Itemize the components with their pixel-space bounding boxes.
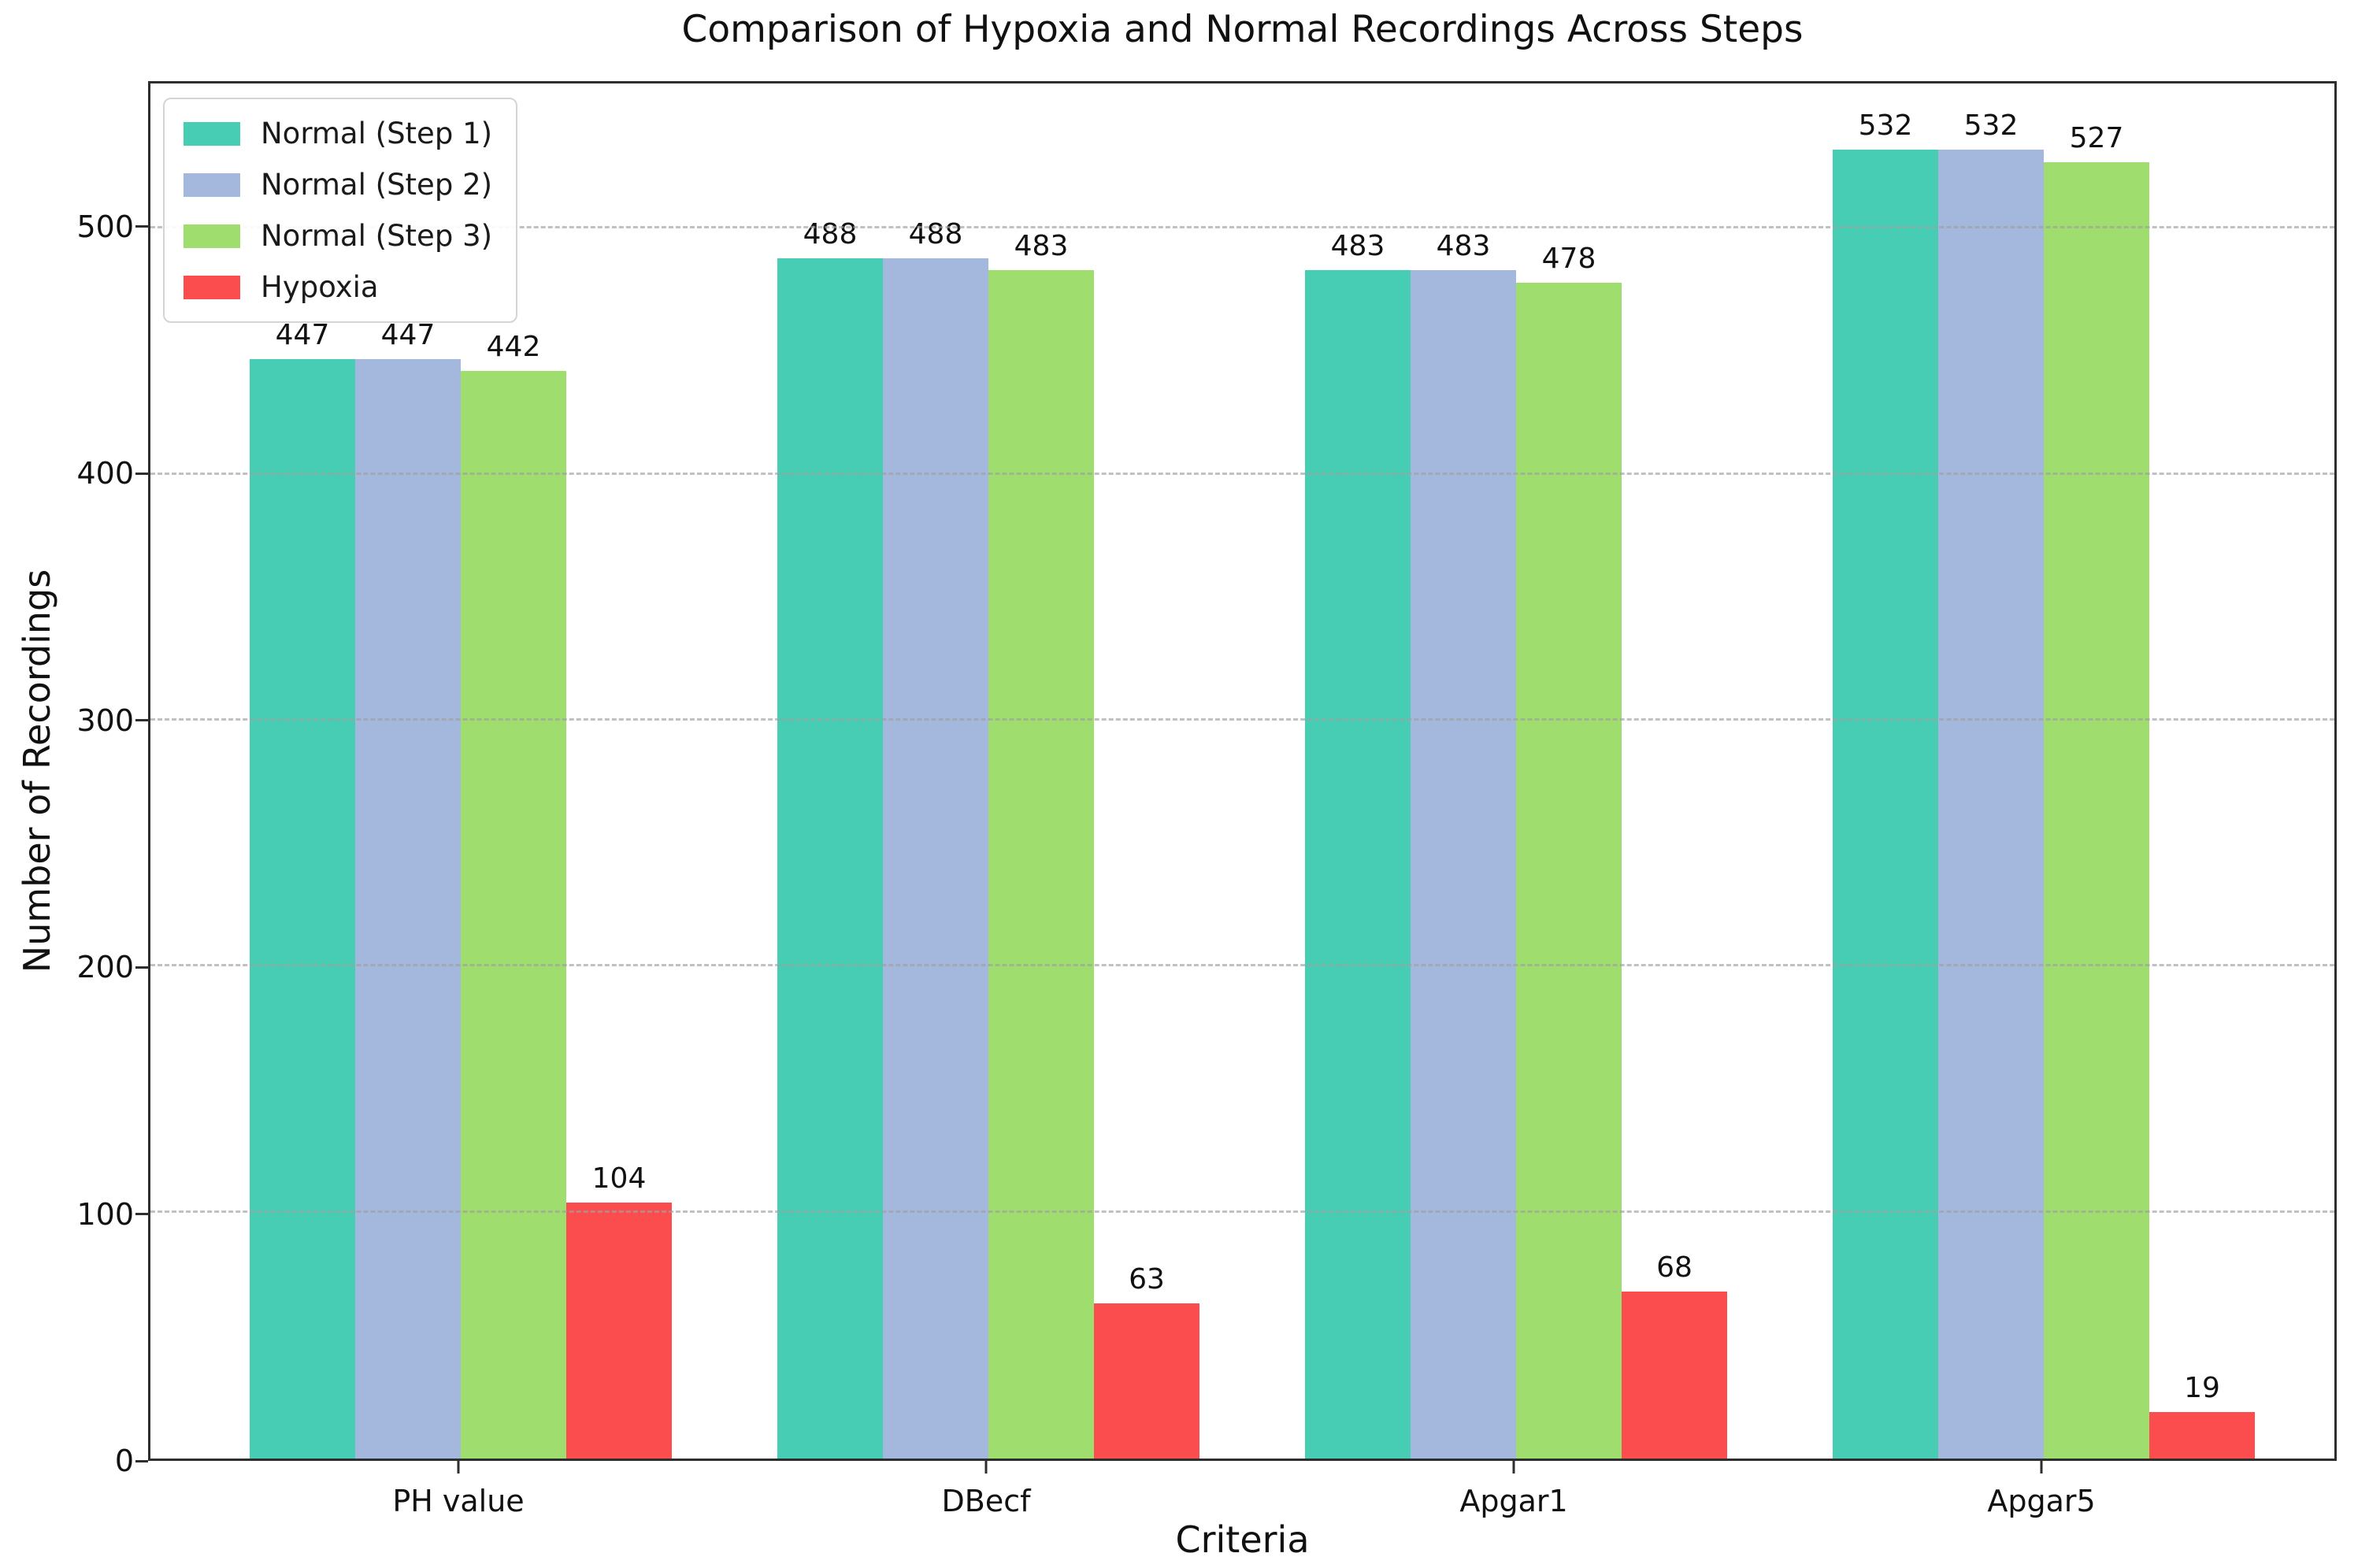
bar-normal-step-1-apgar5: 532: [1833, 109, 1938, 1459]
bar-group-dbecf: 488 488 483 63: [777, 83, 1199, 1459]
bar-normal-step-2-apgar1: 483: [1411, 230, 1516, 1459]
legend: Normal (Step 1) Normal (Step 2) Normal (St…: [163, 98, 518, 323]
bar-value-label: 532: [1858, 109, 1913, 143]
bar-value-label: 447: [380, 318, 436, 351]
legend-item-normal-step-1: Normal (Step 1): [184, 117, 492, 150]
legend-label: Normal (Step 3): [261, 219, 493, 253]
bar-value-label: 104: [591, 1162, 647, 1195]
x-tick-mark-apgar1: [1512, 1461, 1515, 1473]
x-tick-mark-apgar5: [2040, 1461, 2043, 1473]
bar-value-label: 19: [2184, 1371, 2220, 1404]
plot-area: 447 447 442 104 488 488 483 63 483 483 478 68 532 532…: [148, 81, 2337, 1461]
y-tick-label-200: 200: [76, 950, 134, 985]
legend-label: Hypoxia: [261, 270, 379, 304]
legend-item-normal-step-2: Normal (Step 2): [184, 168, 492, 202]
bar-normal-step-3-dbecf: 483: [988, 230, 1094, 1459]
bar-value-label: 478: [1541, 243, 1596, 275]
y-tick-mark-300: [135, 719, 148, 722]
bar-value-label: 483: [1330, 230, 1385, 263]
y-tick-mark-200: [135, 966, 148, 969]
x-tick-label-dbecf: DBecf: [941, 1484, 1031, 1518]
bar-value-label: 483: [1436, 230, 1491, 263]
x-tick-mark-dbecf: [984, 1461, 988, 1473]
bar-normal-step-3-ph-value: 442: [461, 331, 566, 1459]
bar-normal-step-1-ph-value: 447: [250, 319, 355, 1459]
chart-title: Comparison of Hypoxia and Normal Recordi…: [681, 8, 1804, 51]
bar-hypoxia-ph-value: 104: [566, 1162, 672, 1459]
x-tick-label-apgar5: Apgar5: [1987, 1484, 2096, 1518]
bar-hypoxia-apgar1: 68: [1622, 1251, 1727, 1459]
legend-label: Normal (Step 1): [261, 117, 493, 150]
bar-value-label: 532: [1963, 109, 2019, 143]
bar-normal-step-3-apgar5: 527: [2044, 122, 2149, 1459]
bar-value-label: 527: [2069, 121, 2124, 154]
bar-normal-step-1-dbecf: 488: [777, 218, 883, 1459]
legend-swatch-icon: [184, 121, 240, 146]
y-tick-mark-0: [135, 1459, 148, 1462]
bar-normal-step-2-apgar5: 532: [1938, 109, 2044, 1459]
y-tick-label-400: 400: [76, 456, 134, 491]
bar-hypoxia-dbecf: 63: [1094, 1263, 1199, 1459]
bar-normal-step-1-apgar1: 483: [1305, 230, 1411, 1459]
bar-value-label: 442: [486, 331, 541, 364]
bar-value-label: 483: [1014, 230, 1069, 263]
legend-item-normal-step-3: Normal (Step 3): [184, 219, 492, 253]
x-tick-label-apgar1: Apgar1: [1459, 1484, 1568, 1518]
legend-swatch-icon: [184, 224, 240, 248]
y-tick-label-300: 300: [76, 702, 134, 738]
y-tick-mark-100: [135, 1213, 148, 1216]
bar-value-label: 488: [803, 217, 858, 250]
x-axis-title: Criteria: [1175, 1518, 1310, 1561]
x-tick-label-ph-value: PH value: [392, 1484, 525, 1518]
bar-hypoxia-apgar5: 19: [2149, 1372, 2255, 1459]
legend-item-hypoxia: Hypoxia: [184, 270, 492, 304]
y-tick-label-0: 0: [114, 1444, 134, 1478]
y-axis-title: Number of Recordings: [16, 569, 58, 973]
bar-value-label: 68: [1656, 1251, 1692, 1284]
y-tick-label-100: 100: [76, 1196, 134, 1232]
y-tick-mark-500: [135, 225, 148, 228]
bar-group-ph-value: 447 447 442 104: [250, 83, 672, 1459]
bar-group-apgar1: 483 483 478 68: [1305, 83, 1727, 1459]
x-tick-mark-ph-value: [457, 1461, 460, 1473]
bar-normal-step-2-ph-value: 447: [355, 319, 461, 1459]
y-tick-mark-400: [135, 472, 148, 475]
legend-swatch-icon: [184, 275, 240, 299]
legend-label: Normal (Step 2): [261, 168, 493, 202]
bar-normal-step-2-dbecf: 488: [883, 218, 988, 1459]
bar-value-label: 447: [275, 318, 330, 351]
bar-group-apgar5: 532 532 527 19: [1833, 83, 2255, 1459]
bar-value-label: 488: [908, 217, 963, 250]
legend-swatch-icon: [184, 172, 240, 197]
bar-value-label: 63: [1129, 1263, 1165, 1296]
bar-normal-step-3-apgar1: 478: [1516, 243, 1622, 1459]
y-tick-label-500: 500: [76, 209, 134, 244]
